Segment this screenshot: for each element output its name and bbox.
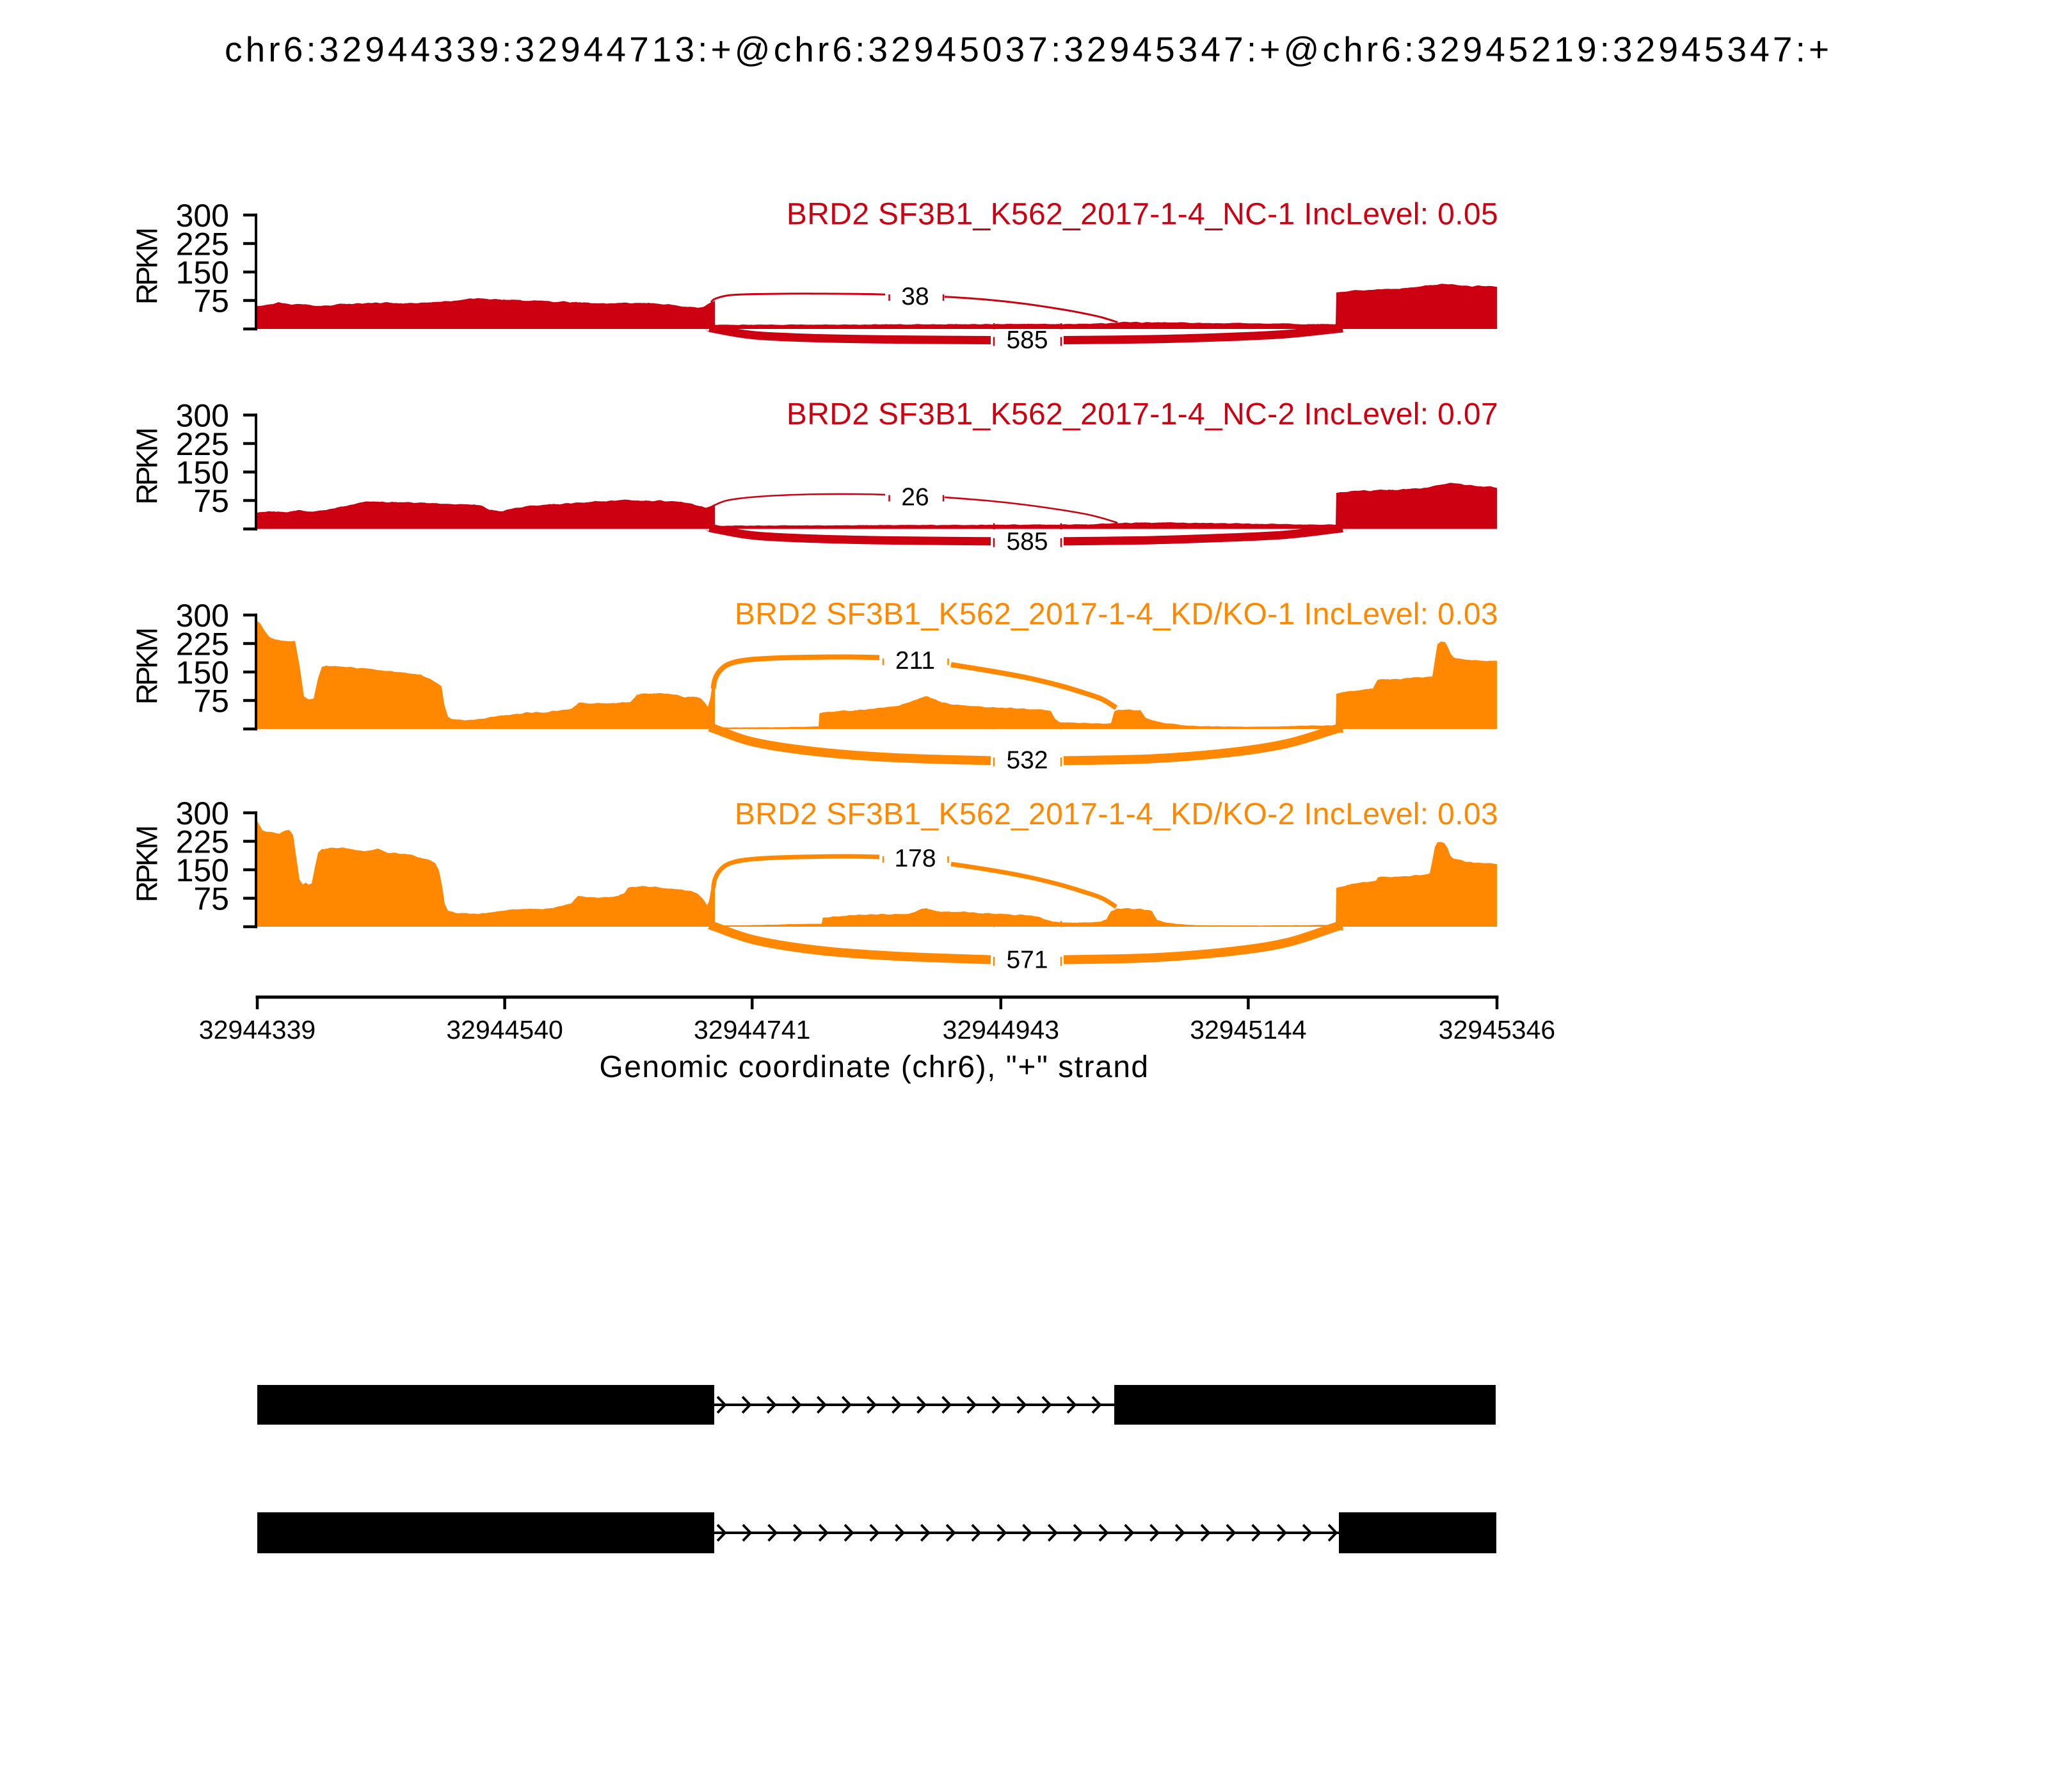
svg-text:150: 150 (176, 655, 229, 691)
svg-text:32945346: 32945346 (1439, 1015, 1555, 1044)
svg-text:178: 178 (894, 845, 936, 872)
svg-text:38: 38 (901, 283, 929, 310)
svg-text:32944339: 32944339 (199, 1015, 316, 1044)
svg-text:211: 211 (895, 647, 935, 675)
svg-text:RPKM: RPKM (131, 229, 164, 305)
svg-text:75: 75 (193, 284, 229, 319)
svg-text:32944943: 32944943 (943, 1015, 1059, 1044)
svg-text:26: 26 (901, 484, 929, 511)
svg-text:32944741: 32944741 (694, 1015, 810, 1044)
svg-text:225: 225 (176, 426, 229, 462)
svg-text:585: 585 (1006, 326, 1048, 354)
svg-text:585: 585 (1006, 528, 1048, 556)
svg-text:300: 300 (176, 398, 229, 434)
svg-text:32944540: 32944540 (446, 1015, 563, 1044)
svg-text:75: 75 (193, 684, 229, 719)
svg-text:BRD2 SF3B1_K562_2017-1-4_NC-1: BRD2 SF3B1_K562_2017-1-4_NC-1 IncLevel: … (787, 198, 1498, 232)
svg-text:571: 571 (1006, 947, 1048, 974)
svg-text:150: 150 (176, 852, 229, 888)
svg-text:Genomic coordinate (chr6), "+": Genomic coordinate (chr6), "+" strand (599, 1050, 1149, 1084)
svg-text:150: 150 (176, 255, 229, 291)
svg-text:225: 225 (176, 627, 229, 662)
svg-text:BRD2 SF3B1_K562_2017-1-4_NC-2: BRD2 SF3B1_K562_2017-1-4_NC-2 IncLevel: … (787, 397, 1498, 431)
svg-text:300: 300 (176, 198, 229, 234)
svg-text:RPKM: RPKM (131, 629, 164, 705)
svg-text:RPKM: RPKM (131, 827, 164, 902)
svg-text:BRD2 SF3B1_K562_2017-1-4_KD/KO: BRD2 SF3B1_K562_2017-1-4_KD/KO-2 IncLeve… (735, 797, 1498, 831)
svg-text:RPKM: RPKM (131, 429, 164, 505)
svg-text:300: 300 (176, 796, 229, 831)
svg-text:300: 300 (176, 598, 229, 634)
svg-text:BRD2 SF3B1_K562_2017-1-4_KD/KO: BRD2 SF3B1_K562_2017-1-4_KD/KO-1 IncLeve… (735, 598, 1498, 632)
svg-text:532: 532 (1006, 747, 1048, 774)
svg-text:75: 75 (193, 881, 229, 917)
svg-text:225: 225 (176, 824, 229, 860)
svg-text:chr6:32944339:32944713:+@chr6:: chr6:32944339:32944713:+@chr6:32945037:3… (225, 29, 1832, 69)
svg-text:32945144: 32945144 (1190, 1015, 1306, 1044)
svg-text:150: 150 (176, 455, 229, 491)
svg-text:75: 75 (193, 483, 229, 519)
svg-text:225: 225 (176, 227, 229, 262)
